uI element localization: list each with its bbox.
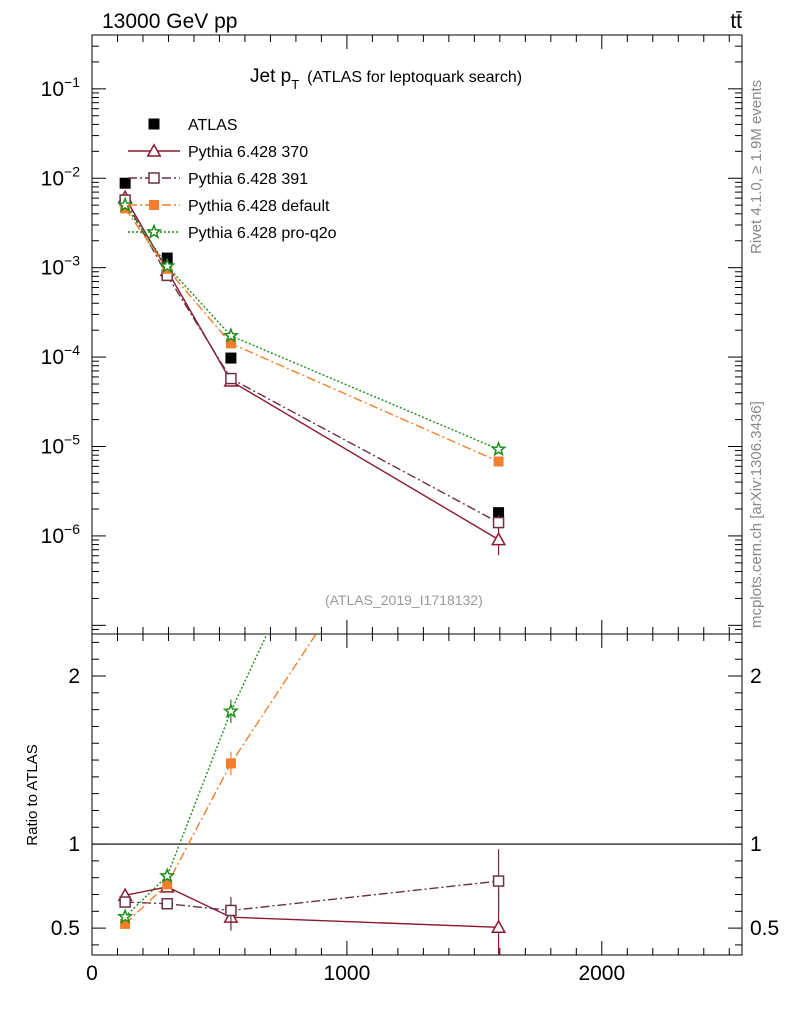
legend-label: Pythia 6.428 pro-q2o (188, 225, 337, 242)
ratio-line (124, 634, 268, 918)
ratio-line (125, 880, 499, 912)
ratio-y-tick-label: 2 (68, 665, 80, 688)
y-tick-label: 10−4 (41, 342, 81, 369)
ratio-line (124, 886, 499, 928)
ratio-series-pythia-6-428-370 (117, 879, 507, 955)
ratio-y-tick-label: 0.5 (51, 917, 80, 940)
data-point (225, 372, 237, 385)
legend-item-pythia-6-428-370: Pythia 6.428 370 (128, 143, 308, 161)
legend-label: ATLAS (188, 117, 238, 134)
x-tick-label: 0 (86, 962, 98, 985)
legend-marker (148, 172, 160, 184)
ratio-point (492, 132, 504, 144)
y-tick-label: 10−5 (41, 432, 81, 459)
legend-label: Pythia 6.428 391 (188, 171, 308, 188)
legend-marker (148, 118, 160, 130)
ratio-point (158, 867, 176, 883)
series-line (124, 199, 499, 524)
analysis-watermark: (ATLAS_2019_I1718132) (325, 592, 483, 608)
ratio-series-pythia-6-428-391 (119, 849, 505, 924)
ratio-point (120, 918, 131, 929)
data-point (116, 196, 134, 213)
title-rest: (ATLAS for leptoquark search) (307, 69, 522, 86)
series-pythia-6-428-pro-q2o (116, 196, 507, 457)
legend-item-pythia-6-428-391: Pythia 6.428 391 (128, 171, 308, 188)
ratio-line (124, 634, 317, 925)
title-main: Jet p (250, 66, 291, 87)
x-tick-label: 1000 (324, 962, 371, 985)
legend-label: Pythia 6.428 default (188, 198, 330, 215)
y-tick-label: 10−3 (41, 253, 81, 280)
ratio-y-tick-label-right: 0.5 (750, 917, 779, 940)
legend: ATLAS Pythia 6.428 370 Pythia 6.428 391 Pyt… (128, 117, 337, 242)
ratio-series-pythia-6-428-pro-q2o (116, 132, 504, 924)
legend-marker (145, 223, 163, 239)
title-sub: T (291, 77, 299, 92)
ratio-point (119, 896, 131, 908)
legend-item-pythia-6-428-pro-q2o: Pythia 6.428 pro-q2o (128, 223, 337, 242)
source-label: mcplots.cern.ch [arXiv:1306.3436] (748, 401, 765, 628)
data-point (119, 177, 131, 189)
ratio-series-pythia-6-428-default (120, 352, 504, 929)
ratio-point (116, 908, 134, 924)
series-pythia-6-428-default (120, 203, 504, 467)
data-point (225, 352, 237, 364)
series-line (124, 197, 499, 541)
x-tick-label: 2000 (578, 962, 625, 985)
legend-item-pythia-6-428-default: Pythia 6.428 default (128, 198, 330, 215)
data-point (493, 507, 505, 519)
legend-item-atlas: ATLAS (148, 117, 238, 134)
data-point (222, 327, 240, 343)
y-tick-label: 10−1 (41, 74, 81, 101)
process-label: tt̄ (730, 10, 742, 33)
ratio-point (225, 904, 237, 917)
ratio-y-tick-label-right: 2 (750, 665, 762, 688)
ratio-plot-axes: 0.5 0.5 1 1 2 2 0 1000 2000 (51, 634, 779, 985)
ratio-ylabel: Ratio to ATLAS (24, 744, 41, 845)
energy-label: 13000 GeV pp (102, 10, 237, 33)
data-point (225, 338, 236, 349)
ratio-point (225, 758, 236, 769)
series-pythia-6-428-370 (117, 189, 507, 556)
data-point (490, 440, 507, 457)
legend-marker (149, 200, 159, 210)
y-tick-label: 10−2 (41, 163, 81, 190)
ratio-plot-frame (91, 633, 743, 956)
ratio-y-tick-label-right: 1 (750, 833, 762, 856)
ratio-point (491, 919, 507, 934)
main-plot-series (116, 177, 507, 556)
y-tick-label: 10−6 (41, 521, 81, 548)
series-pythia-6-428-391 (119, 194, 505, 532)
ratio-point (222, 702, 240, 719)
legend-marker (146, 143, 162, 157)
ratio-plot-series (116, 132, 507, 955)
main-plot-title: Jet pT (ATLAS for leptoquark search) (250, 66, 522, 92)
data-point (492, 516, 505, 529)
ratio-point (162, 879, 173, 890)
data-point (491, 531, 507, 546)
main-plot-axes: 10−1 10−2 10−3 10−4 10−5 10−6 (41, 34, 742, 635)
data-point (158, 257, 176, 274)
ratio-point (492, 875, 505, 887)
series-line (124, 204, 499, 450)
ratio-y-tick-label: 1 (68, 833, 80, 856)
ratio-point (494, 352, 504, 362)
ratio-point (161, 897, 173, 910)
data-point (493, 456, 504, 467)
series-line (124, 208, 499, 463)
legend-label: Pythia 6.428 370 (188, 144, 308, 161)
rivet-label: Rivet 4.1.0, ≥ 1.9M events (748, 80, 765, 254)
